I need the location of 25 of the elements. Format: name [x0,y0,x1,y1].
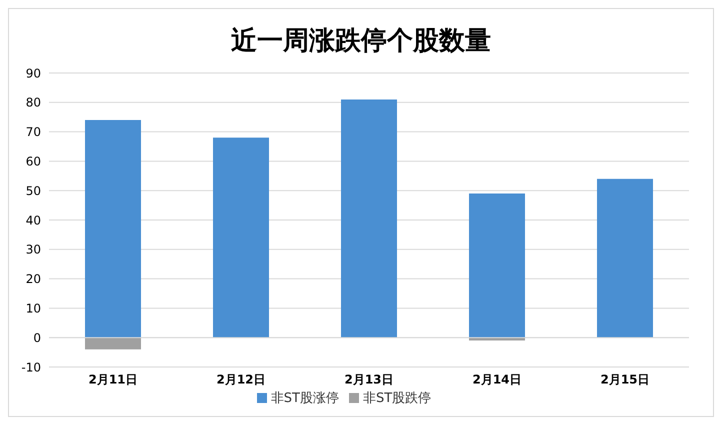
x-tick-label: 2月15日 [600,372,650,387]
bar [213,138,269,338]
y-tick-label: 10 [26,301,41,316]
y-tick-label: 40 [26,213,41,228]
y-tick-label: -10 [21,360,41,374]
chart-title: 近一周涨跌停个股数量 [230,25,492,58]
bar [597,178,653,338]
y-tick-label: 20 [26,272,41,286]
legend-label: 非ST股跌停 [363,391,432,406]
bar [469,194,525,338]
x-tick-label: 2月14日 [472,372,522,387]
bar [341,99,397,338]
bar [85,120,141,338]
x-tick-label: 2月12日 [216,372,266,387]
y-tick-label: 30 [26,242,41,257]
y-tick-label: 0 [33,330,41,345]
y-tick-label: 70 [26,125,41,140]
y-tick-label: 80 [26,96,41,110]
legend-label: 非ST股涨停 [270,391,339,406]
y-tick-label: 50 [26,184,41,198]
x-tick-label: 2月11日 [88,372,138,387]
x-tick-label: 2月13日 [344,372,394,387]
bar [85,338,141,350]
y-tick-label: 60 [26,154,41,168]
y-tick-label: 90 [26,66,41,80]
